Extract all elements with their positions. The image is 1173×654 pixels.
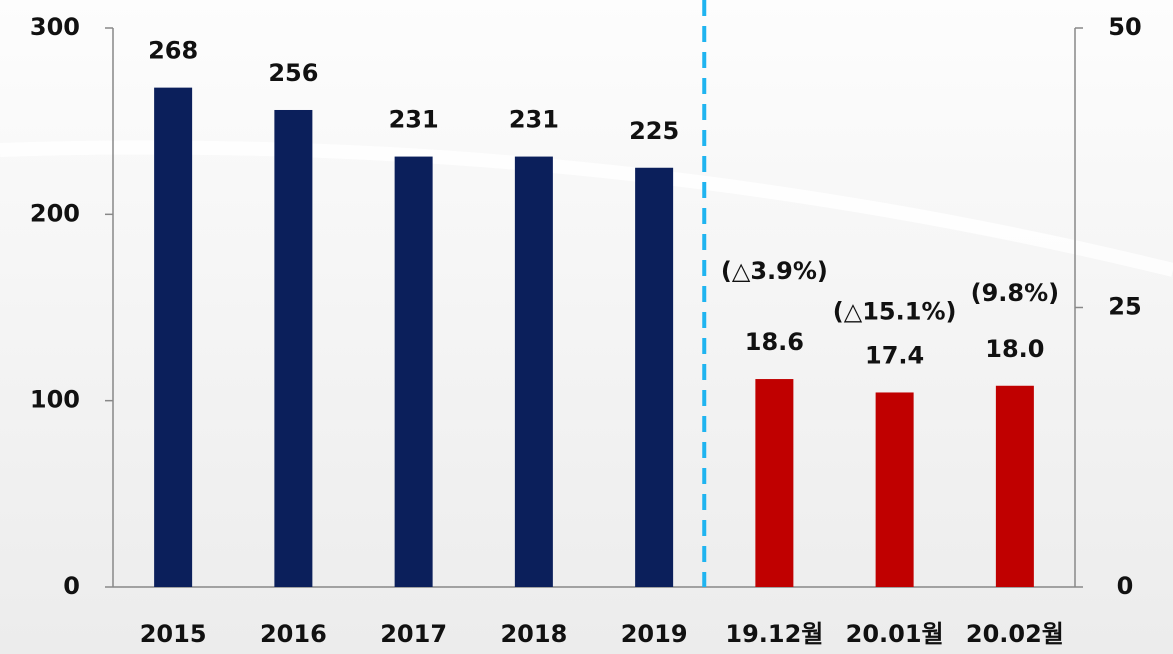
- y-tick-label: 100: [30, 386, 80, 414]
- x-tick-label: 19.12월: [725, 620, 823, 648]
- value-label: 231: [509, 106, 559, 134]
- bar: [995, 385, 1034, 587]
- y2-tick-label: 0: [1117, 572, 1134, 600]
- annotation: (△3.9%): [721, 257, 828, 285]
- x-tick-label: 2018: [500, 620, 567, 648]
- y2-tick-label: 25: [1108, 293, 1141, 321]
- bar: [394, 156, 433, 587]
- bar: [875, 392, 914, 587]
- x-tick-label: 2019: [621, 620, 688, 648]
- y-tick-label: 0: [63, 572, 80, 600]
- value-label: 225: [629, 117, 679, 145]
- value-label: 231: [389, 106, 439, 134]
- value-label: 256: [268, 59, 318, 87]
- annotation: (9.8%): [971, 279, 1060, 307]
- y-tick-label: 300: [30, 13, 80, 41]
- bar: [274, 109, 313, 587]
- value-label: 268: [148, 37, 198, 65]
- x-tick-label: 20.02월: [966, 620, 1064, 648]
- value-label: 18.6: [745, 328, 804, 356]
- annotation: (△15.1%): [833, 297, 957, 325]
- bar: [154, 87, 193, 588]
- value-label: 18.0: [985, 335, 1044, 363]
- value-label: 17.4: [865, 341, 924, 369]
- bar: [514, 156, 553, 587]
- bar: [635, 167, 674, 587]
- x-tick-label: 2017: [380, 620, 447, 648]
- y-tick-label: 200: [30, 199, 80, 227]
- x-tick-label: 2015: [140, 620, 207, 648]
- y2-tick-label: 50: [1108, 13, 1141, 41]
- x-tick-label: 20.01월: [846, 620, 944, 648]
- bar: [755, 379, 794, 587]
- x-tick-label: 2016: [260, 620, 327, 648]
